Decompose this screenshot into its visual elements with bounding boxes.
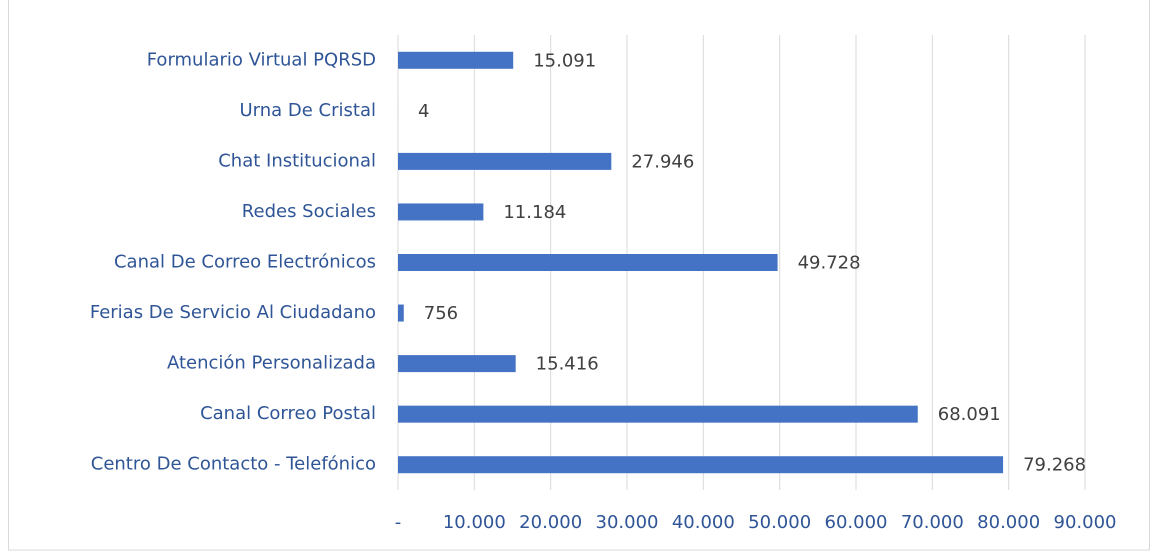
y-tick-label: Canal Correo Postal [200, 403, 376, 424]
y-tick-label: Urna De Cristal [239, 100, 376, 121]
bar [398, 203, 484, 221]
bar [398, 405, 918, 423]
y-tick-label: Centro De Contacto - Telefónico [91, 454, 376, 475]
data-label: 79.268 [1023, 455, 1086, 476]
x-tick-label: 30.000 [596, 512, 659, 533]
x-tick-label: 10.000 [443, 512, 506, 533]
bar [398, 51, 514, 69]
x-tick-label: 50.000 [748, 512, 811, 533]
bar [398, 355, 516, 373]
y-tick-label: Ferias De Servicio Al Ciudadano [90, 302, 376, 323]
x-tick-label: - [395, 512, 402, 533]
y-tick-label: Atención Personalizada [167, 353, 376, 374]
x-tick-label: 90.000 [1054, 512, 1117, 533]
bar [398, 152, 612, 170]
bar [398, 456, 1004, 474]
bar [398, 254, 778, 271]
x-tick-label: 80.000 [977, 512, 1040, 533]
data-label: 11.184 [503, 202, 566, 223]
y-tick-label: Formulario Virtual PQRSD [147, 49, 376, 70]
x-tick-label: 20.000 [519, 512, 582, 533]
data-label: 68.091 [938, 404, 1001, 425]
data-label: 15.416 [536, 354, 599, 375]
x-tick-label: 60.000 [825, 512, 888, 533]
data-label: 4 [418, 101, 429, 122]
y-tick-label: Chat Institucional [218, 150, 376, 171]
data-label: 15.091 [533, 50, 596, 71]
y-tick-label: Canal De Correo Electrónicos [114, 252, 376, 273]
data-label: 49.728 [798, 253, 861, 274]
x-tick-label: 40.000 [672, 512, 735, 533]
data-label: 27.946 [631, 151, 694, 172]
x-tick-label: 70.000 [901, 512, 964, 533]
bar [398, 304, 404, 322]
data-label: 756 [424, 303, 458, 324]
y-tick-label: Redes Sociales [242, 201, 376, 222]
